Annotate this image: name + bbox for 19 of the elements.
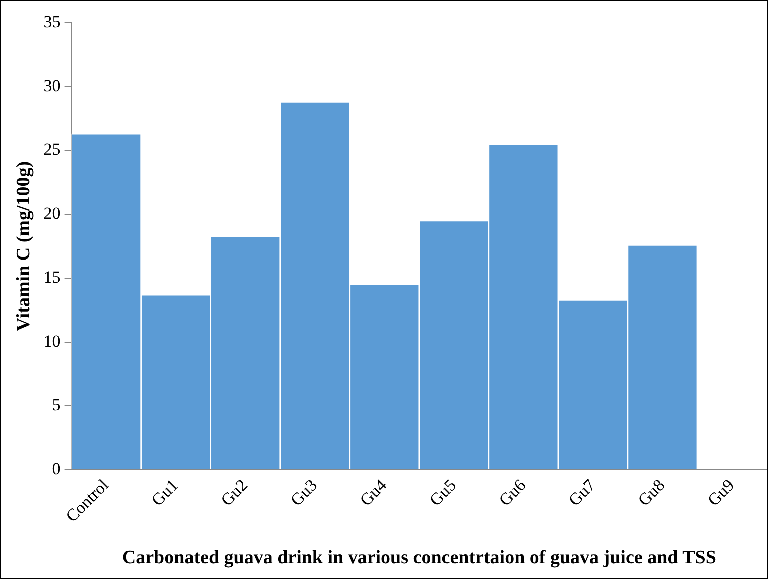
y-tick-label: 25 [44,140,61,160]
x-tick-label: Gu2 [217,476,252,510]
x-tick-label: Gu1 [148,476,182,510]
x-tick-label: Gu4 [356,475,391,510]
x-tick-label: Gu6 [496,476,530,510]
y-tick-label: 20 [44,204,61,224]
x-tick-label: Gu9 [704,476,738,510]
x-tick-label: Gu3 [286,476,322,510]
y-tick-label: 10 [44,332,61,351]
x-axis-title: Carbonated guava drink in various concentrtaion of guava juice and TSS [122,548,716,569]
y-tick-label: 35 [44,12,61,32]
x-tick-label: Gu8 [634,476,669,510]
y-axis-title: Vitamin C (mg/100g) [13,161,34,332]
y-tick-label: 0 [52,460,61,479]
y-tick-label: 5 [52,396,61,415]
y-tick-label: 15 [44,268,61,287]
x-tick-label: Gu7 [565,475,600,510]
y-tick-label: 30 [44,76,61,96]
x-tick-label: Gu5 [426,476,460,510]
